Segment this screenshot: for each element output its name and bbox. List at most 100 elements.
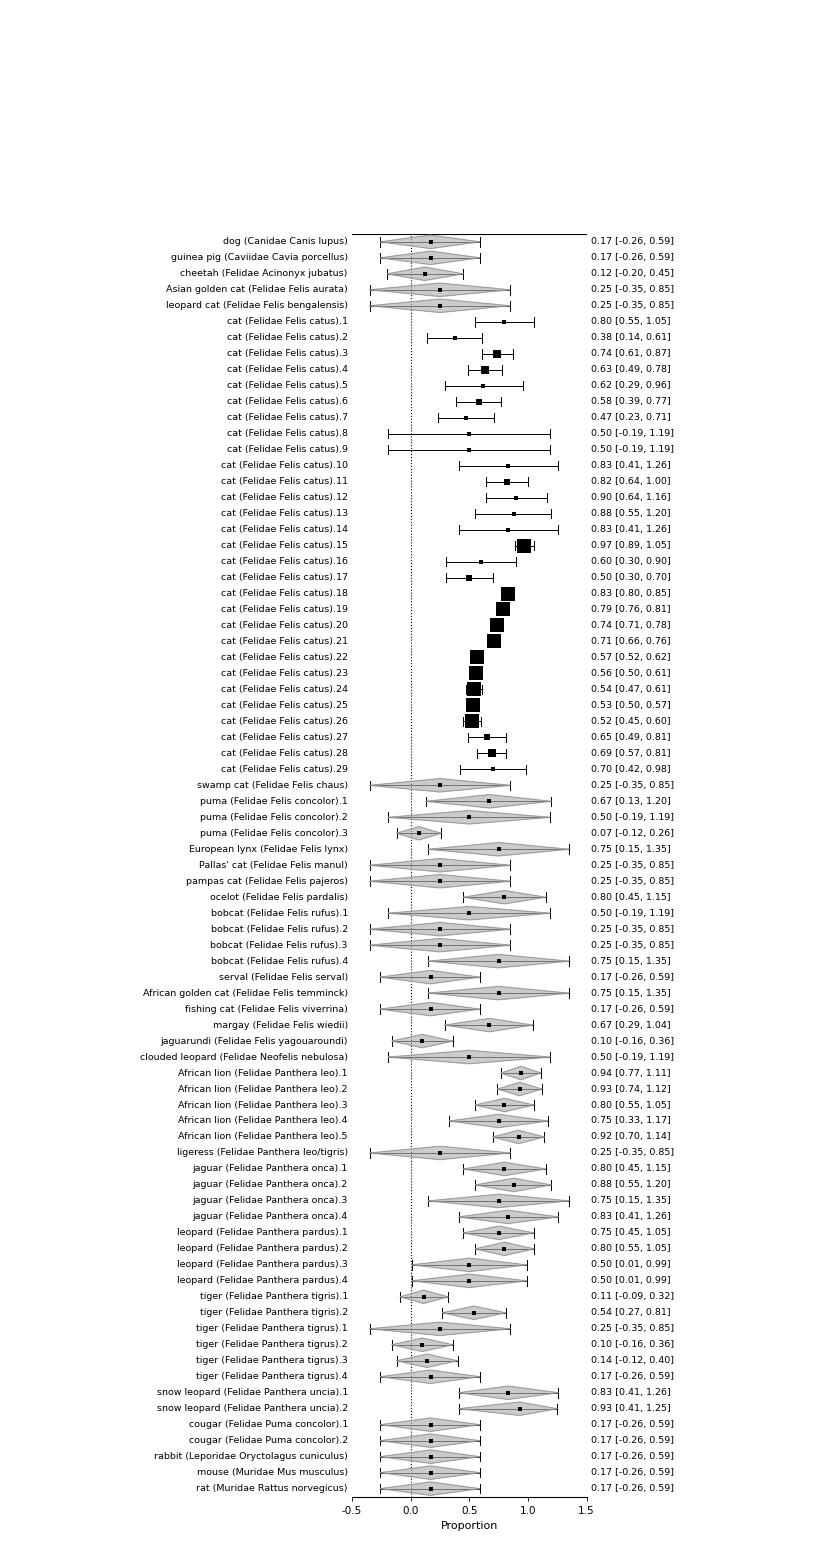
- Text: rabbit (Leporidae Oryctolagus cuniculus): rabbit (Leporidae Oryctolagus cuniculus): [154, 1451, 348, 1461]
- Text: 0.50 [-0.19, 1.19]: 0.50 [-0.19, 1.19]: [591, 812, 674, 822]
- Text: 0.88 [0.55, 1.20]: 0.88 [0.55, 1.20]: [591, 1180, 670, 1190]
- Text: 0.25 [-0.35, 0.85]: 0.25 [-0.35, 0.85]: [591, 940, 674, 949]
- Text: cat (Felidae Felis catus).14: cat (Felidae Felis catus).14: [220, 525, 348, 535]
- Text: 0.74 [0.61, 0.87]: 0.74 [0.61, 0.87]: [591, 349, 670, 359]
- Polygon shape: [370, 1322, 510, 1336]
- Text: cat (Felidae Felis catus).29: cat (Felidae Felis catus).29: [220, 765, 348, 773]
- Text: 0.54 [0.27, 0.81]: 0.54 [0.27, 0.81]: [591, 1308, 670, 1317]
- Text: cat (Felidae Felis catus).19: cat (Felidae Felis catus).19: [220, 605, 348, 614]
- Text: bobcat (Felidae Felis rufus).3: bobcat (Felidae Felis rufus).3: [210, 940, 348, 949]
- Text: 0.17 [-0.26, 0.59]: 0.17 [-0.26, 0.59]: [591, 1469, 674, 1478]
- Text: 0.75 [0.33, 1.17]: 0.75 [0.33, 1.17]: [591, 1116, 670, 1126]
- Text: cat (Felidae Felis catus).27: cat (Felidae Felis catus).27: [220, 733, 348, 742]
- Polygon shape: [426, 795, 551, 808]
- Text: cat (Felidae Felis catus).12: cat (Felidae Felis catus).12: [220, 493, 348, 502]
- Text: puma (Felidae Felis concolor).2: puma (Felidae Felis concolor).2: [200, 812, 348, 822]
- Text: cat (Felidae Felis catus).22: cat (Felidae Felis catus).22: [220, 653, 348, 663]
- Text: tiger (Felidae Panthera tigrus).2: tiger (Felidae Panthera tigrus).2: [196, 1341, 348, 1349]
- Text: cat (Felidae Felis catus).15: cat (Felidae Felis catus).15: [220, 541, 348, 550]
- Text: 0.75 [0.45, 1.05]: 0.75 [0.45, 1.05]: [591, 1228, 670, 1238]
- Text: 0.70 [0.42, 0.98]: 0.70 [0.42, 0.98]: [591, 765, 670, 773]
- Polygon shape: [501, 1066, 541, 1080]
- Text: 0.80 [0.55, 1.05]: 0.80 [0.55, 1.05]: [591, 1101, 670, 1110]
- Text: cat (Felidae Felis catus).21: cat (Felidae Felis catus).21: [220, 638, 348, 645]
- Text: cat (Felidae Felis catus).9: cat (Felidae Felis catus).9: [227, 446, 348, 454]
- Text: 0.17 [-0.26, 0.59]: 0.17 [-0.26, 0.59]: [591, 1004, 674, 1013]
- Text: snow leopard (Felidae Panthera uncia).1: snow leopard (Felidae Panthera uncia).1: [157, 1388, 348, 1397]
- Polygon shape: [388, 811, 551, 825]
- Polygon shape: [428, 1194, 569, 1208]
- Text: cat (Felidae Felis catus).25: cat (Felidae Felis catus).25: [220, 702, 348, 709]
- Text: bobcat (Felidae Felis rufus).4: bobcat (Felidae Felis rufus).4: [210, 957, 348, 965]
- Text: clouded leopard (Felidae Neofelis nebulosa): clouded leopard (Felidae Neofelis nebulo…: [140, 1052, 348, 1062]
- Polygon shape: [463, 1227, 534, 1239]
- Text: cat (Felidae Felis catus).17: cat (Felidae Felis catus).17: [220, 574, 348, 582]
- Polygon shape: [380, 1483, 480, 1495]
- Polygon shape: [392, 1338, 453, 1352]
- Text: 0.50 [-0.19, 1.19]: 0.50 [-0.19, 1.19]: [591, 909, 674, 918]
- Text: 0.25 [-0.35, 0.85]: 0.25 [-0.35, 0.85]: [591, 876, 674, 886]
- Text: Asian golden cat (Felidae Felis aurata): Asian golden cat (Felidae Felis aurata): [166, 285, 348, 295]
- Polygon shape: [411, 1258, 527, 1272]
- Text: fishing cat (Felidae Felis viverrina): fishing cat (Felidae Felis viverrina): [185, 1004, 348, 1013]
- Text: cat (Felidae Felis catus).13: cat (Felidae Felis catus).13: [220, 510, 348, 518]
- Polygon shape: [449, 1115, 548, 1127]
- Text: 0.60 [0.30, 0.90]: 0.60 [0.30, 0.90]: [591, 557, 670, 566]
- Text: tiger (Felidae Panthera tigris).2: tiger (Felidae Panthera tigris).2: [199, 1308, 348, 1317]
- Text: 0.52 [0.45, 0.60]: 0.52 [0.45, 0.60]: [591, 717, 670, 726]
- Polygon shape: [445, 1018, 533, 1032]
- Polygon shape: [475, 1243, 534, 1255]
- Text: 0.79 [0.76, 0.81]: 0.79 [0.76, 0.81]: [591, 605, 670, 614]
- Text: 0.94 [0.77, 1.11]: 0.94 [0.77, 1.11]: [591, 1068, 670, 1077]
- Text: bobcat (Felidae Felis rufus).2: bobcat (Felidae Felis rufus).2: [210, 924, 348, 934]
- Polygon shape: [370, 1146, 510, 1160]
- Text: serval (Felidae Felis serval): serval (Felidae Felis serval): [219, 973, 348, 982]
- Text: 0.17 [-0.26, 0.59]: 0.17 [-0.26, 0.59]: [591, 1484, 674, 1494]
- Text: 0.71 [0.66, 0.76]: 0.71 [0.66, 0.76]: [591, 638, 670, 645]
- Polygon shape: [380, 1434, 480, 1447]
- Text: mouse (Muridae Mus musculus): mouse (Muridae Mus musculus): [197, 1469, 348, 1478]
- Text: 0.10 [-0.16, 0.36]: 0.10 [-0.16, 0.36]: [591, 1037, 674, 1046]
- Text: 0.92 [0.70, 1.14]: 0.92 [0.70, 1.14]: [591, 1132, 670, 1141]
- Text: cat (Felidae Felis catus).1: cat (Felidae Felis catus).1: [227, 318, 348, 326]
- Text: cat (Felidae Felis catus).6: cat (Felidae Felis catus).6: [227, 398, 348, 407]
- Text: 0.25 [-0.35, 0.85]: 0.25 [-0.35, 0.85]: [591, 285, 674, 295]
- Text: 0.50 [-0.19, 1.19]: 0.50 [-0.19, 1.19]: [591, 446, 674, 454]
- Polygon shape: [498, 1082, 542, 1096]
- Polygon shape: [388, 906, 551, 920]
- Text: cat (Felidae Felis catus).8: cat (Felidae Felis catus).8: [227, 429, 348, 438]
- Polygon shape: [380, 1370, 480, 1383]
- Text: puma (Felidae Felis concolor).1: puma (Felidae Felis concolor).1: [200, 797, 348, 806]
- Text: 0.25 [-0.35, 0.85]: 0.25 [-0.35, 0.85]: [591, 924, 674, 934]
- Text: cat (Felidae Felis catus).7: cat (Felidae Felis catus).7: [227, 413, 348, 422]
- Polygon shape: [380, 251, 480, 265]
- Text: cat (Felidae Felis catus).18: cat (Felidae Felis catus).18: [220, 589, 348, 599]
- Text: 0.80 [0.45, 1.15]: 0.80 [0.45, 1.15]: [591, 893, 670, 901]
- Text: 0.25 [-0.35, 0.85]: 0.25 [-0.35, 0.85]: [591, 1149, 674, 1157]
- Text: puma (Felidae Felis concolor).3: puma (Felidae Felis concolor).3: [200, 829, 348, 837]
- Text: cat (Felidae Felis catus).3: cat (Felidae Felis catus).3: [226, 349, 348, 359]
- Text: 0.83 [0.41, 1.26]: 0.83 [0.41, 1.26]: [591, 461, 670, 471]
- Text: leopard (Felidae Panthera pardus).1: leopard (Felidae Panthera pardus).1: [177, 1228, 348, 1238]
- Polygon shape: [380, 235, 480, 248]
- Text: 0.62 [0.29, 0.96]: 0.62 [0.29, 0.96]: [591, 382, 670, 390]
- Text: cat (Felidae Felis catus).26: cat (Felidae Felis catus).26: [220, 717, 348, 726]
- Text: cat (Felidae Felis catus).11: cat (Felidae Felis catus).11: [220, 477, 348, 486]
- Text: 0.07 [-0.12, 0.26]: 0.07 [-0.12, 0.26]: [591, 829, 674, 837]
- Polygon shape: [458, 1210, 558, 1224]
- Text: 0.47 [0.23, 0.71]: 0.47 [0.23, 0.71]: [591, 413, 670, 422]
- Polygon shape: [392, 1034, 453, 1048]
- Polygon shape: [475, 1098, 534, 1112]
- Text: ligeress (Felidae Panthera leo/tigris): ligeress (Felidae Panthera leo/tigris): [177, 1149, 348, 1157]
- Text: 0.69 [0.57, 0.81]: 0.69 [0.57, 0.81]: [591, 748, 670, 758]
- Polygon shape: [428, 987, 569, 999]
- Text: 0.25 [-0.35, 0.85]: 0.25 [-0.35, 0.85]: [591, 861, 674, 870]
- Text: 0.82 [0.64, 1.00]: 0.82 [0.64, 1.00]: [591, 477, 670, 486]
- Polygon shape: [370, 284, 510, 296]
- Text: cat (Felidae Felis catus).24: cat (Felidae Felis catus).24: [220, 684, 348, 694]
- Text: leopard cat (Felidae Felis bengalensis): leopard cat (Felidae Felis bengalensis): [166, 301, 348, 310]
- Text: 0.50 [-0.19, 1.19]: 0.50 [-0.19, 1.19]: [591, 429, 674, 438]
- Text: 0.17 [-0.26, 0.59]: 0.17 [-0.26, 0.59]: [591, 1436, 674, 1445]
- Text: European lynx (Felidae Felis lynx): European lynx (Felidae Felis lynx): [189, 845, 348, 854]
- Polygon shape: [493, 1130, 545, 1144]
